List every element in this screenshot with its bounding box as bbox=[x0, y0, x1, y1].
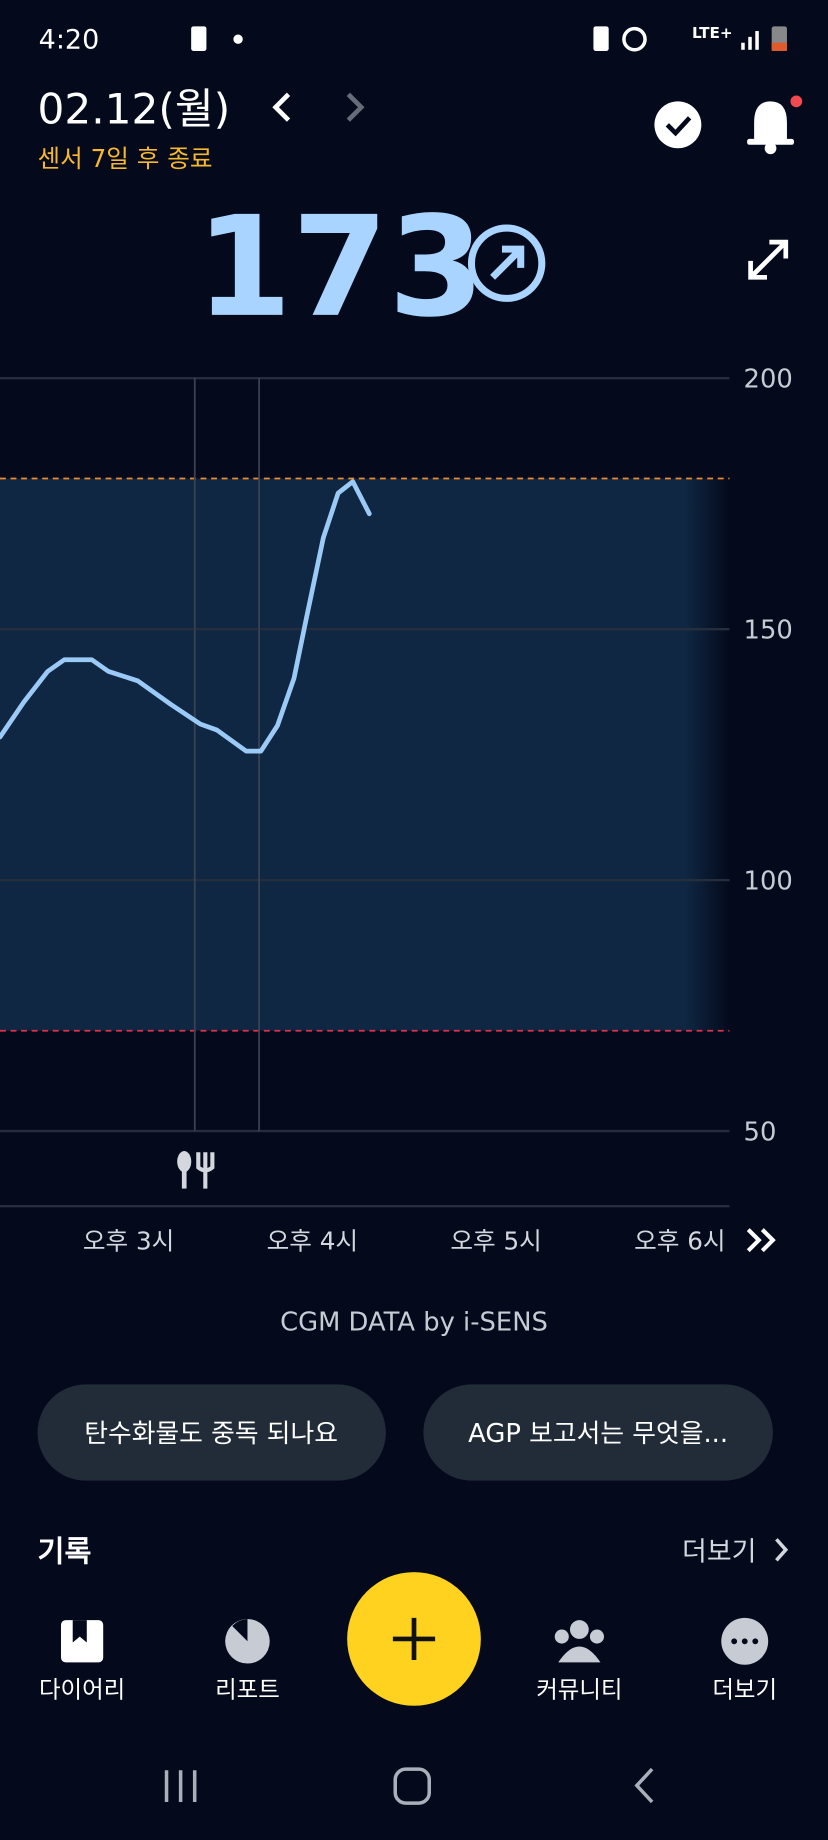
nav-diary[interactable]: 다이어리 bbox=[39, 1620, 125, 1704]
x-tick-label: 오후 3시 bbox=[83, 1227, 174, 1256]
current-glucose: 173 bbox=[196, 187, 485, 348]
suggestion-pill[interactable] bbox=[37, 1384, 386, 1481]
trend-arrow bbox=[467, 224, 546, 302]
meal-icon-part bbox=[177, 1151, 192, 1173]
suggestion-pill[interactable] bbox=[423, 1384, 773, 1481]
glucose-line bbox=[0, 479, 372, 754]
chart: 200 150 100 50 오후 3시 오후 4시 오후 5시 오후 6시 CGM DATA … bbox=[0, 365, 793, 1337]
nav-community[interactable]: 커뮤니티 bbox=[536, 1620, 622, 1704]
suggestion-text[interactable]: 탄수화물도 중독 되나요 bbox=[84, 1419, 338, 1449]
y-tick-label: 50 bbox=[744, 1117, 777, 1147]
prev-day[interactable] bbox=[272, 92, 291, 122]
meal-icon bbox=[177, 1151, 215, 1189]
scroll-forward[interactable] bbox=[746, 1228, 776, 1253]
meal-icon-part bbox=[181, 1167, 187, 1189]
sys-recents[interactable] bbox=[164, 1770, 197, 1802]
nav-label[interactable]: 커뮤니티 bbox=[536, 1676, 622, 1704]
sys-back[interactable] bbox=[634, 1767, 654, 1804]
x-tick-label: 오후 4시 bbox=[267, 1227, 358, 1256]
nav-label[interactable]: 리포트 bbox=[215, 1676, 280, 1704]
next-day[interactable] bbox=[346, 92, 365, 122]
sensor-note: 센서 7일 후 종료 bbox=[38, 144, 213, 173]
status-time: 4:20 bbox=[39, 25, 100, 56]
status-network: LTE+ bbox=[692, 24, 733, 42]
verified-button[interactable] bbox=[654, 101, 702, 149]
nav-label[interactable]: 다이어리 bbox=[39, 1676, 125, 1704]
x-tick-label: 오후 5시 bbox=[450, 1227, 541, 1256]
y-tick-label: 200 bbox=[744, 365, 793, 395]
sys-home[interactable] bbox=[393, 1767, 432, 1805]
meal-icon-part bbox=[196, 1152, 215, 1189]
records-title: 기록 bbox=[38, 1535, 92, 1569]
records-more[interactable]: 더보기 bbox=[682, 1536, 756, 1567]
nav-more[interactable]: 더보기 bbox=[712, 1617, 777, 1704]
notifications-button[interactable] bbox=[747, 95, 803, 155]
x-tick-label: 오후 6시 bbox=[634, 1227, 725, 1256]
date: 02.12(월) bbox=[38, 85, 231, 134]
add-button[interactable] bbox=[347, 1572, 481, 1706]
records-more-chevron[interactable] bbox=[775, 1538, 789, 1562]
y-tick-label: 100 bbox=[744, 867, 793, 897]
data-source: CGM DATA by i-SENS bbox=[280, 1307, 548, 1337]
target-band bbox=[0, 478, 730, 1031]
nav-label[interactable]: 더보기 bbox=[712, 1676, 777, 1704]
expand-button[interactable] bbox=[748, 239, 789, 280]
y-tick-label: 150 bbox=[744, 616, 793, 646]
status-icons bbox=[191, 26, 787, 52]
nav-report[interactable]: 리포트 bbox=[215, 1618, 280, 1704]
suggestion-text[interactable]: AGP 보고서는 무엇을... bbox=[468, 1419, 728, 1449]
